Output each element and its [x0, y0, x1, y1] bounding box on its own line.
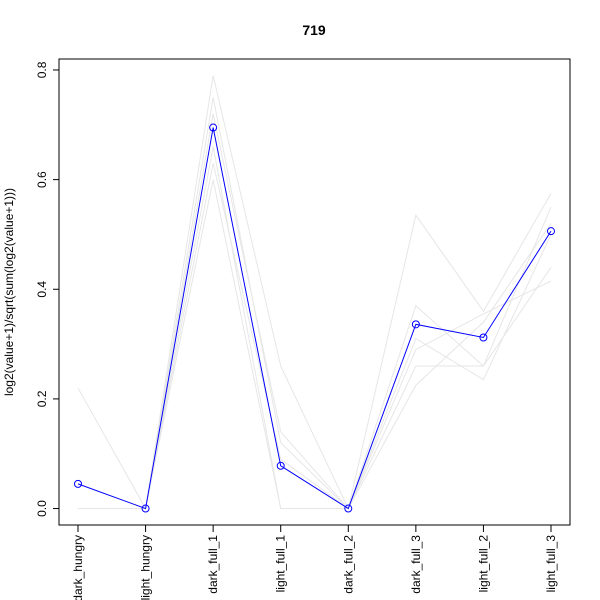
series-layer — [74, 75, 555, 513]
y-tick-label: 0.0 — [35, 500, 49, 517]
data-point — [479, 333, 488, 342]
data-point — [74, 479, 82, 488]
x-tick-label: dark_full_1 — [206, 535, 220, 594]
x-tick-label: dark_hungry — [71, 535, 85, 600]
x-tick-label: dark_full_2 — [341, 535, 355, 594]
y-axis-label: log2(value+1)/sqrt(sum(log2(value+1))) — [2, 188, 16, 396]
x-tick-label: light_full_1 — [274, 535, 288, 593]
x-axis: dark_hungry light_hungry dark_full_1 light_… — [71, 524, 558, 600]
chart-title: 719 — [302, 22, 326, 38]
data-point — [547, 227, 555, 236]
y-tick-label: 0.4 — [35, 281, 49, 298]
background-series-line — [78, 163, 552, 510]
y-tick-label: 0.6 — [35, 171, 49, 188]
background-series-line — [78, 179, 552, 510]
plot-frame — [58, 58, 571, 526]
background-series-line — [78, 97, 552, 510]
y-axis: 0.0 0.2 0.4 0.6 0.8 — [35, 61, 60, 517]
data-point — [411, 320, 420, 329]
x-tick-label: light_full_3 — [544, 535, 558, 593]
y-tick-label: 0.8 — [35, 61, 49, 78]
highlighted-series-line — [77, 127, 552, 510]
data-point — [209, 123, 218, 132]
background-series-line — [77, 75, 552, 511]
data-point — [344, 504, 353, 513]
y-tick-label: 0.2 — [35, 390, 49, 407]
x-tick-label: light_hungry — [139, 535, 153, 600]
background-series-line — [78, 113, 552, 510]
x-tick-label: light_full_2 — [476, 535, 490, 593]
x-tick-label: dark_full_3 — [409, 535, 423, 594]
background-series-line — [78, 146, 552, 510]
data-point — [141, 504, 150, 513]
data-point — [276, 461, 285, 470]
